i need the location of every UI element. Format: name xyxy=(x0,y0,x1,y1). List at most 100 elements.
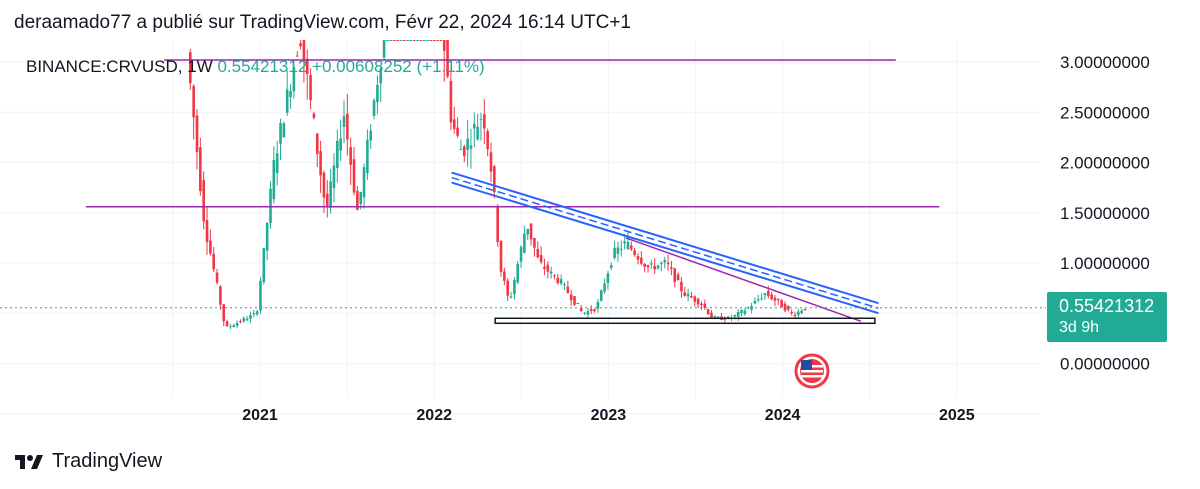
candle-body xyxy=(369,130,373,141)
footer: TradingView xyxy=(14,450,162,473)
candle-body xyxy=(205,220,209,243)
candle-body xyxy=(793,314,797,317)
candle-body xyxy=(586,310,590,315)
candle-body xyxy=(422,40,426,41)
price-axis[interactable]: 3.00000000 2.50000000 2.00000000 1.50000000… xyxy=(1060,53,1150,374)
price-axis-tick: 3.00000000 xyxy=(1060,53,1150,72)
candle-body xyxy=(269,188,272,223)
candle-body xyxy=(402,40,406,41)
candle-body xyxy=(733,314,737,317)
candle-body xyxy=(673,268,677,283)
candle-body xyxy=(472,124,476,129)
candle-body xyxy=(529,223,533,240)
candle-body xyxy=(429,40,433,41)
trend-channel-middle xyxy=(451,176,879,309)
price-axis-tick: 1.50000000 xyxy=(1060,204,1150,223)
trend-channel-upper xyxy=(451,171,879,305)
candle-body xyxy=(259,280,262,311)
candle-body xyxy=(372,100,376,116)
candle-body xyxy=(232,325,236,328)
candle-body xyxy=(249,315,252,319)
candle-body xyxy=(770,294,773,300)
candle-body xyxy=(783,303,787,311)
candle-body xyxy=(396,40,399,41)
symbol-change: +0.00608252 (+1.11%) xyxy=(312,57,485,76)
candle-body xyxy=(245,318,249,321)
candle-body xyxy=(279,123,282,144)
candle-body xyxy=(416,40,419,41)
symbol-name[interactable]: BINANCE:CRVUSD, 1W xyxy=(26,57,213,76)
candle-body xyxy=(503,271,506,281)
candle-body xyxy=(349,147,352,165)
candle-body xyxy=(536,249,540,258)
candle-body xyxy=(633,250,636,256)
candle-body xyxy=(315,133,319,155)
candle-body xyxy=(362,167,366,198)
candle-body xyxy=(462,146,466,157)
candle-body xyxy=(496,206,499,242)
candle-body xyxy=(456,127,459,136)
candle-body xyxy=(703,303,707,308)
candle-body xyxy=(593,309,596,312)
time-axis-tick: 2024 xyxy=(765,407,801,424)
candle-body xyxy=(489,152,493,172)
candle-body xyxy=(292,67,296,92)
candle-body xyxy=(596,302,600,309)
candle-body xyxy=(432,40,436,41)
time-axis[interactable]: 2021 2022 2023 2024 2025 xyxy=(242,407,974,424)
tradingview-logo-icon[interactable] xyxy=(14,451,44,473)
candle-body xyxy=(566,286,570,293)
candle-body xyxy=(623,241,626,244)
candle-body xyxy=(546,264,550,272)
us-flag-icon xyxy=(794,353,830,389)
candle-body xyxy=(322,172,326,198)
candle-body xyxy=(192,86,195,118)
candle-body xyxy=(389,40,393,41)
candle-body xyxy=(419,40,423,41)
time-axis-tick: 2023 xyxy=(591,407,627,424)
candle-body xyxy=(706,309,710,315)
candle-body xyxy=(346,113,349,140)
candle-body xyxy=(252,313,256,315)
candle-body xyxy=(653,266,656,270)
candle-body xyxy=(646,265,650,268)
candle-body xyxy=(713,316,717,318)
candle-body xyxy=(469,145,473,149)
candle-body xyxy=(683,292,687,296)
candle-body xyxy=(282,123,286,138)
candle-body xyxy=(773,297,777,301)
last-price-tag: 0.55421312 3d 9h xyxy=(1047,292,1167,342)
candle-body xyxy=(576,302,580,304)
candle-body xyxy=(619,248,623,250)
candle-body xyxy=(342,116,346,127)
candle-body xyxy=(332,165,336,189)
candle-body xyxy=(556,277,560,284)
candle-body xyxy=(309,75,312,101)
candle-body xyxy=(399,40,403,41)
price-axis-tick: 2.00000000 xyxy=(1060,154,1150,173)
candle-body xyxy=(660,262,663,265)
candle-body xyxy=(760,298,763,300)
candle-body xyxy=(636,256,640,260)
candle-body xyxy=(696,298,700,305)
candle-body xyxy=(509,296,513,298)
candle-body xyxy=(766,290,770,296)
candle-body xyxy=(650,263,653,265)
candle-body xyxy=(229,326,232,328)
candle-body xyxy=(339,138,342,151)
candle-body xyxy=(559,279,563,284)
candle-body xyxy=(553,275,556,277)
candlestick-series xyxy=(189,40,807,330)
candle-body xyxy=(526,228,530,235)
candle-body xyxy=(219,286,222,305)
candle-body xyxy=(412,40,416,41)
candle-body xyxy=(436,40,439,41)
candle-body xyxy=(459,148,463,150)
candle-body xyxy=(533,237,536,248)
candle-body xyxy=(479,119,483,121)
candle-body xyxy=(680,281,683,292)
candle-body xyxy=(630,245,633,250)
candle-body xyxy=(803,308,807,310)
candle-body xyxy=(513,279,516,295)
